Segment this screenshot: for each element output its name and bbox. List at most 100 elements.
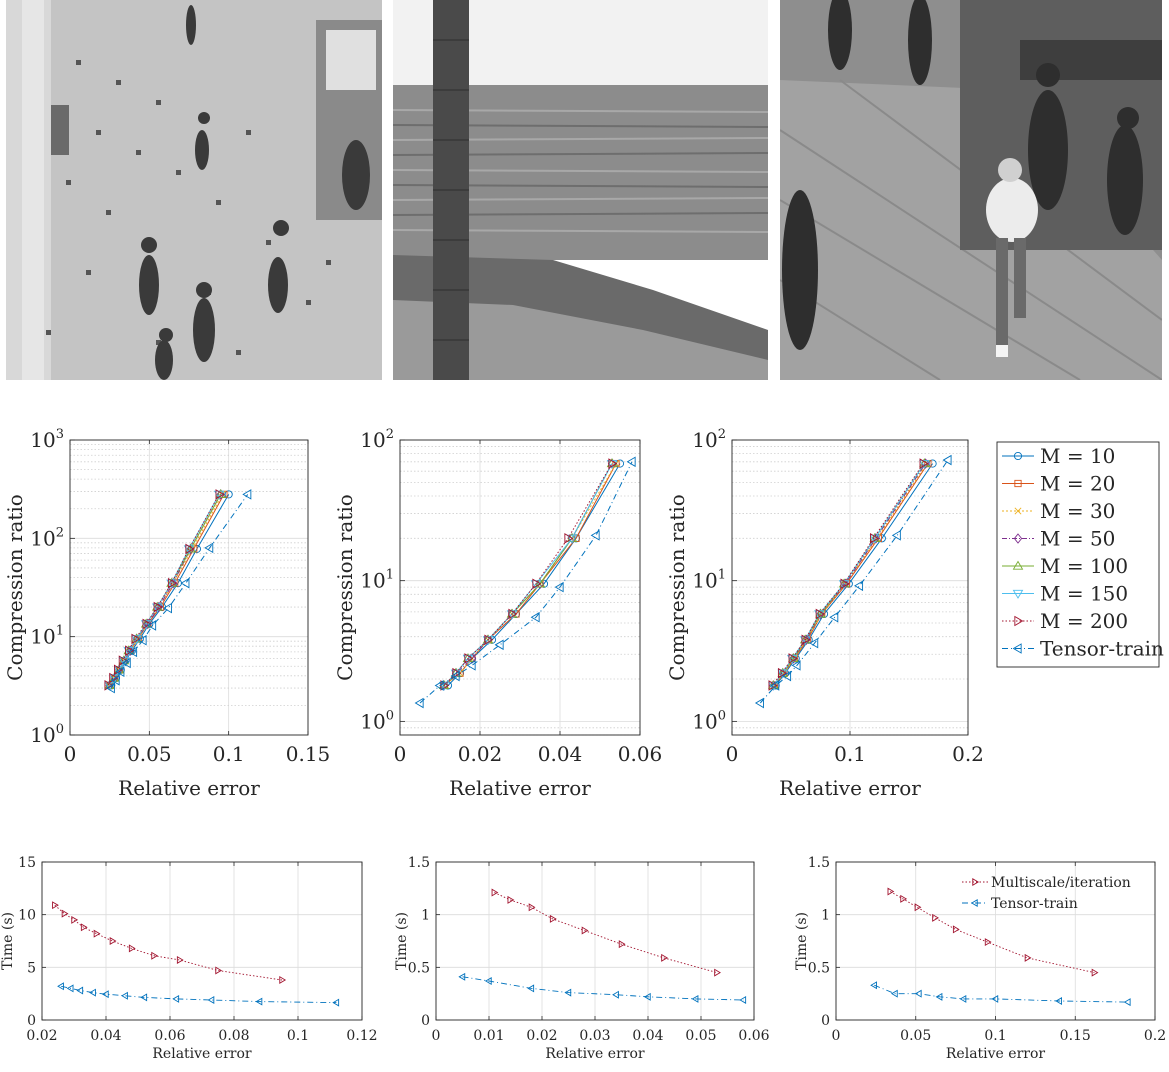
data-point: [491, 888, 499, 897]
legend-label: M = 100: [1040, 554, 1128, 578]
x-tick-label: 0.2: [952, 742, 984, 766]
grid: [399, 439, 641, 736]
y-tick-label: 102: [30, 525, 64, 550]
data-point: [167, 577, 177, 589]
x-axis-label: Relative error: [152, 1046, 251, 1062]
data-point: [564, 533, 574, 544]
data-point: [959, 994, 967, 1003]
series-M200: [768, 458, 929, 691]
data-point: [618, 940, 626, 949]
data-point: [104, 680, 114, 691]
legend-compression: M = 10 M = 20 M = 30 M = 50 M = 100 M = 150 M …: [996, 441, 1164, 668]
data-point: [768, 680, 778, 691]
x-tick-label: 0: [432, 1028, 441, 1044]
data-point: [71, 915, 79, 924]
y-tick-label: 0.5: [808, 960, 830, 976]
data-point: [554, 581, 564, 593]
y-axis-label: Compression ratio: [3, 494, 27, 681]
legend-label: Tensor-train: [1040, 637, 1164, 661]
data-point: [180, 577, 190, 589]
x-tick-label: 0: [726, 742, 739, 766]
data-point: [691, 994, 699, 1003]
series-line: [61, 985, 337, 1004]
data-point: [80, 923, 88, 932]
series-line: [494, 892, 718, 974]
y-tick-label: 100: [360, 708, 394, 733]
chart-panel-1: 0 0.05 0.1 0.15 100 101 102 103 Relative error Co…: [3, 427, 330, 800]
data-point: [608, 458, 618, 469]
chart-panel-2: 0 0.02 0.04 0.06 100 101 102 Relative error Comp…: [333, 427, 662, 800]
series-line: [874, 984, 1128, 1003]
data-point: [207, 995, 215, 1004]
data-point: [952, 925, 960, 934]
series-M200: [491, 888, 721, 977]
data-point: [840, 578, 850, 590]
data-point: [176, 955, 184, 964]
data-point: [1091, 968, 1099, 977]
data-point: [147, 620, 157, 631]
data-point: [458, 972, 466, 981]
data-point: [991, 994, 999, 1003]
photo-shopping-mall: [6, 0, 382, 380]
data-point: [891, 530, 901, 541]
data-point: [109, 672, 119, 684]
data-point: [101, 990, 109, 999]
data-point: [739, 995, 747, 1004]
series-line: [889, 891, 1095, 974]
y-tick-label: 100: [30, 722, 64, 747]
data-point: [530, 611, 540, 623]
data-point: [153, 601, 163, 613]
data-point: [508, 608, 518, 620]
data-point: [414, 697, 424, 709]
x-axis-label: Relative error: [449, 776, 591, 800]
x-tick-label: 0.1: [834, 742, 866, 766]
y-tick-label: 102: [692, 427, 726, 452]
data-point: [900, 894, 908, 903]
x-tick-label: 0: [394, 742, 407, 766]
data-point: [1055, 997, 1062, 1006]
data-point: [612, 990, 619, 999]
x-tick-label: 0.1: [287, 1028, 309, 1044]
series-line: [774, 463, 929, 686]
x-tick-label: 0.04: [632, 1028, 663, 1044]
data-point: [942, 454, 952, 466]
data-point: [466, 660, 476, 671]
data-point: [113, 664, 123, 676]
y-tick-label: 1.5: [408, 855, 430, 871]
y-tick-label: 0: [27, 1013, 36, 1029]
data-point: [534, 578, 546, 588]
x-tick-label: 0.04: [90, 1028, 121, 1044]
data-point: [76, 986, 84, 995]
x-tick-label: 0: [64, 742, 77, 766]
x-axis-label: Relative error: [779, 776, 921, 800]
chart-panel-3: 0 0.1 0.2 100 101 102 Relative error Compressio…: [665, 427, 984, 800]
data-point: [914, 903, 922, 912]
plot-area: [42, 862, 362, 1020]
data-point: [125, 645, 135, 656]
series-line: [110, 494, 249, 689]
data-point: [131, 633, 141, 645]
data-point: [870, 533, 879, 544]
legend-label: M = 30: [1040, 499, 1115, 523]
data-point: [115, 666, 125, 678]
series-TT: [458, 972, 747, 1004]
data-point: [566, 534, 578, 544]
data-point: [801, 634, 811, 646]
y-axis-label: Time (s): [794, 912, 810, 970]
data-point: [914, 989, 922, 998]
data-point: [815, 608, 825, 620]
data-point: [566, 532, 578, 542]
data-point: [527, 984, 535, 993]
series-TT: [414, 456, 636, 709]
y-tick-label: 1.5: [808, 855, 830, 871]
y-tick-label: 100: [692, 708, 726, 733]
data-point: [57, 982, 64, 991]
y-tick-label: 0.5: [408, 960, 430, 976]
data-point: [854, 580, 864, 592]
data-point: [434, 680, 444, 691]
y-tick-label: 10: [18, 908, 36, 924]
legend-marker: [1014, 479, 1022, 488]
data-point: [66, 984, 74, 993]
data-point: [626, 456, 636, 468]
data-point: [507, 895, 515, 904]
